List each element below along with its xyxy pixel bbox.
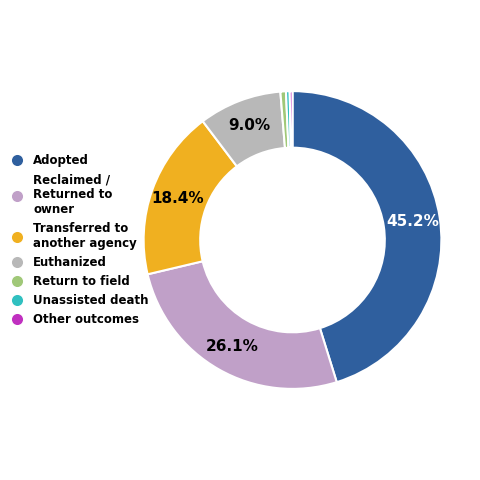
Text: 18.4%: 18.4% xyxy=(151,191,204,206)
Wedge shape xyxy=(286,91,291,148)
Wedge shape xyxy=(144,121,237,274)
Text: 45.2%: 45.2% xyxy=(387,214,440,229)
Wedge shape xyxy=(148,261,337,389)
Wedge shape xyxy=(292,91,442,382)
Wedge shape xyxy=(280,91,288,148)
Text: 9.0%: 9.0% xyxy=(228,119,270,133)
Wedge shape xyxy=(290,91,292,148)
Legend: Adopted, Reclaimed /
Returned to
owner, Transferred to
another agency, Euthanize: Adopted, Reclaimed / Returned to owner, … xyxy=(0,150,153,330)
Text: 26.1%: 26.1% xyxy=(205,338,258,354)
Wedge shape xyxy=(203,92,285,167)
